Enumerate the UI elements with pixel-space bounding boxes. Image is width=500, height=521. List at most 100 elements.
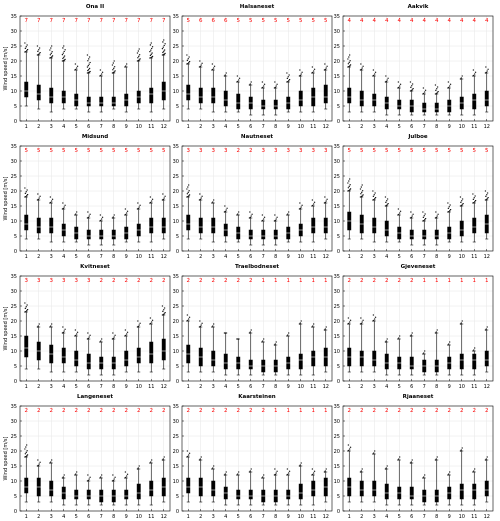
x-tick-label: 7	[423, 384, 426, 390]
outlier-point	[435, 211, 437, 213]
outlier-point	[112, 62, 114, 64]
count-label: 2	[237, 408, 241, 414]
count-label: 2	[50, 408, 54, 414]
subplot-title: Gjeveneset	[401, 264, 436, 270]
x-tick-label: 2	[199, 124, 202, 130]
outlier-point	[397, 459, 399, 461]
x-tick-label: 5	[237, 384, 240, 390]
x-tick-label: 5	[237, 124, 240, 130]
count-label: 2	[187, 278, 191, 284]
outlier-point	[325, 67, 327, 69]
count-label: 2	[25, 408, 29, 414]
box	[261, 229, 266, 240]
outlier-point	[62, 52, 64, 54]
outlier-point	[360, 186, 362, 188]
outlier-point	[188, 195, 190, 197]
subplot-title: Julboe	[407, 134, 428, 140]
outlier-point	[37, 53, 39, 56]
outlier-point	[361, 468, 363, 470]
count-label: 3	[324, 148, 328, 154]
count-label: 7	[137, 18, 141, 24]
y-tick-label: 0	[14, 379, 17, 385]
y-tick-label: 20	[334, 189, 340, 195]
outlier-point	[276, 470, 278, 472]
subplot-title: Kvitneset	[80, 264, 110, 270]
outlier-point	[288, 74, 290, 76]
outlier-point	[50, 47, 52, 49]
count-label: 5	[324, 18, 328, 24]
y-tick-label: 15	[11, 204, 17, 210]
count-label: 2	[373, 278, 377, 284]
outlier-point	[472, 75, 474, 77]
outlier-point	[486, 194, 488, 196]
y-tick-label: 30	[173, 289, 179, 295]
box	[484, 480, 489, 497]
x-tick-label: 3	[212, 514, 215, 520]
count-label: 1	[274, 408, 278, 414]
y-axis-label: Wind speed [m/s]	[3, 177, 9, 221]
x-tick-label: 5	[75, 254, 78, 260]
outlier-point	[262, 219, 264, 221]
count-label: 2	[100, 278, 104, 284]
outlier-point	[74, 329, 76, 331]
count-label: 5	[410, 148, 414, 154]
outlier-point	[374, 316, 377, 318]
box	[459, 353, 464, 370]
outlier-point	[263, 85, 265, 87]
x-tick-label: 1	[348, 124, 351, 130]
count-label: 1	[435, 278, 439, 284]
count-label: 3	[287, 148, 291, 154]
outlier-point	[164, 49, 166, 51]
outlier-point	[186, 314, 189, 316]
outlier-point	[250, 81, 252, 83]
outlier-point	[139, 204, 141, 206]
axes-frame	[19, 15, 171, 122]
outlier-point	[149, 317, 152, 319]
outlier-point	[347, 63, 349, 65]
outlier-point	[86, 54, 89, 56]
y-tick-label: 5	[337, 234, 340, 240]
outlier-point	[410, 211, 412, 213]
outlier-point	[237, 213, 239, 215]
outlier-point	[286, 468, 288, 470]
subplot-title: Nautneset	[241, 134, 274, 140]
count-label: 5	[385, 148, 389, 154]
box	[86, 489, 91, 500]
box	[111, 96, 116, 107]
outlier-point	[26, 50, 28, 52]
outlier-point	[359, 323, 362, 325]
subplot: Rjaaneset05101520253035123456789101112Mo…	[334, 394, 494, 520]
outlier-point	[37, 325, 39, 327]
outlier-point	[397, 214, 399, 216]
x-tick-label: 10	[298, 514, 304, 520]
outlier-point	[236, 338, 238, 340]
outlier-point	[472, 350, 474, 352]
outlier-point	[238, 79, 240, 81]
outlier-point	[163, 309, 165, 311]
x-tick-label: 6	[249, 254, 252, 260]
y-tick-label: 0	[176, 119, 179, 125]
outlier-point	[461, 75, 463, 77]
outlier-point	[298, 323, 301, 325]
y-tick-label: 0	[14, 249, 17, 255]
outlier-point	[349, 319, 352, 321]
outlier-point	[25, 310, 27, 313]
x-tick-label: 2	[37, 514, 40, 520]
x-tick-label: 7	[262, 124, 265, 130]
outlier-point	[485, 71, 487, 73]
box	[484, 90, 489, 107]
x-tick-label: 5	[75, 514, 78, 520]
outlier-point	[101, 73, 103, 75]
count-label: 2	[249, 148, 253, 154]
y-tick-label: 20	[173, 189, 179, 195]
outlier-point	[199, 458, 201, 460]
box	[409, 486, 414, 500]
y-tick-label: 30	[11, 29, 17, 35]
outlier-point	[124, 214, 126, 216]
outlier-point	[374, 198, 376, 200]
outlier-point	[51, 56, 53, 58]
outlier-point	[261, 220, 263, 222]
